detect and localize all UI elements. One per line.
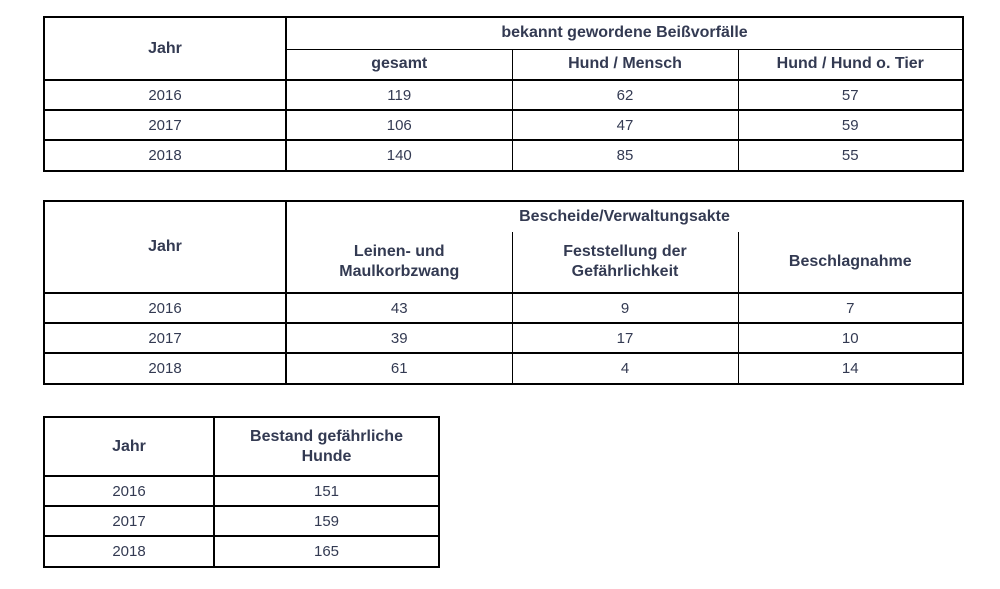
t1-year-2017: 2017 bbox=[44, 109, 287, 140]
t2-cell-2018-feststellung: 4 bbox=[511, 352, 738, 384]
t1-year-2016: 2016 bbox=[44, 79, 287, 110]
t1-cell-2017-gesamt: 106 bbox=[286, 109, 512, 140]
table-bestand: Jahr Bestand gefährliche Hunde 2016 151 … bbox=[43, 416, 440, 568]
t1-cell-2017-hund-mensch: 47 bbox=[511, 109, 738, 140]
t1-year-2018: 2018 bbox=[44, 139, 287, 171]
t2-header-beschlagnahme: Beschlagnahme bbox=[737, 232, 963, 293]
t2-year-2017: 2017 bbox=[44, 322, 287, 353]
t2-cell-2016-feststellung: 9 bbox=[511, 292, 738, 323]
t3-cell-2018-bestand: 165 bbox=[214, 535, 439, 567]
t1-cell-2016-gesamt: 119 bbox=[286, 79, 512, 110]
t3-header-jahr: Jahr bbox=[44, 417, 215, 476]
table-row: 2018 61 4 14 bbox=[44, 352, 963, 384]
t3-cell-2016-bestand: 151 bbox=[214, 475, 439, 506]
t1-group-header: bekannt gewordene Beißvorfälle bbox=[286, 17, 964, 50]
t2-cell-2018-leinen: 61 bbox=[286, 352, 512, 384]
t1-cell-2016-hund-hund-tier: 57 bbox=[737, 79, 964, 110]
table-row: 2016 43 9 7 bbox=[44, 292, 963, 323]
t2-year-2018: 2018 bbox=[44, 352, 287, 384]
t1-cell-2016-hund-mensch: 62 bbox=[511, 79, 738, 110]
t1-header-jahr: Jahr bbox=[44, 17, 287, 80]
t3-year-2018: 2018 bbox=[44, 535, 215, 567]
table-row: 2017 106 47 59 bbox=[44, 109, 964, 140]
t2-year-2016: 2016 bbox=[44, 292, 287, 323]
t1-header-hund-mensch: Hund / Mensch bbox=[511, 49, 738, 80]
t3-year-2017: 2017 bbox=[44, 505, 215, 536]
t1-header-gesamt: gesamt bbox=[371, 55, 428, 73]
table-row: 2018 140 85 55 bbox=[44, 139, 964, 171]
table-row: 2017 39 17 10 bbox=[44, 322, 963, 353]
t3-cell-2017-bestand: 159 bbox=[214, 505, 439, 536]
t1-cell-2018-hund-hund-tier: 55 bbox=[737, 139, 964, 171]
table-bescheide: Jahr Bescheide/Verwaltungsakte Leinen- u… bbox=[43, 200, 964, 385]
t2-header-feststellung: Feststellung der Gefährlichkeit bbox=[511, 232, 738, 293]
t1-cell-2017-hund-hund-tier: 59 bbox=[737, 109, 964, 140]
t2-cell-2016-leinen: 43 bbox=[286, 292, 512, 323]
table-row: 2016 151 bbox=[44, 475, 439, 506]
t1-header-hund-hund-tier: Hund / Hund o. Tier bbox=[737, 49, 964, 80]
t2-header-leinen-maulkorbzwang: Leinen- und Maulkorbzwang bbox=[339, 243, 460, 280]
t3-year-2016: 2016 bbox=[44, 475, 215, 506]
table-row: 2017 159 bbox=[44, 505, 439, 536]
t1-cell-2018-hund-mensch: 85 bbox=[511, 139, 738, 171]
t2-group-header: Bescheide/Verwaltungsakte bbox=[519, 208, 730, 225]
t2-cell-2017-beschlagnahme: 10 bbox=[737, 322, 963, 353]
t3-header-bestand: Bestand gefährliche Hunde bbox=[250, 427, 403, 465]
t2-header-jahr: Jahr bbox=[44, 201, 287, 293]
table-row: 2018 165 bbox=[44, 535, 439, 567]
t2-cell-2017-leinen: 39 bbox=[286, 322, 512, 353]
table-row: 2016 119 62 57 bbox=[44, 79, 964, 110]
t2-cell-2018-beschlagnahme: 14 bbox=[737, 352, 963, 384]
t2-cell-2016-beschlagnahme: 7 bbox=[737, 292, 963, 323]
t2-cell-2017-feststellung: 17 bbox=[511, 322, 738, 353]
t1-cell-2018-gesamt: 140 bbox=[286, 139, 512, 171]
table-beissvorfaelle: Jahr bekannt gewordene Beißvorfälle gesa… bbox=[43, 16, 965, 172]
